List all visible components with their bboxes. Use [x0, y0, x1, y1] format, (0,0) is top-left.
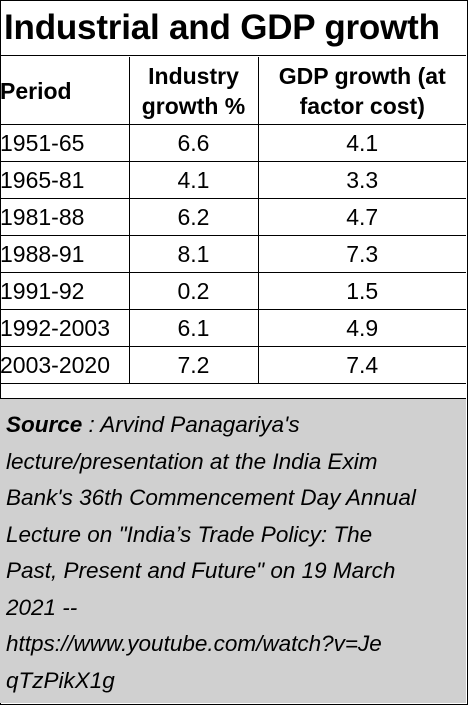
header-industry-line1: Industry: [148, 62, 239, 89]
source-line: Source : Arvind Panagariya's: [6, 407, 460, 444]
industry-growth-cell: 4.1: [128, 161, 259, 199]
source-line: Past, Present and Future" on 19 March: [6, 558, 396, 583]
source-text: : Arvind Panagariya's: [82, 412, 300, 437]
header-gdp-line1: GDP growth (at: [278, 62, 446, 89]
source-label: Source: [6, 412, 83, 437]
industry-growth-cell: 6.6: [128, 124, 259, 162]
source-url-line: qTzPikX1g: [6, 667, 115, 693]
growth-table: Period Industry growth % GDP growth (at …: [0, 57, 466, 384]
gdp-growth-cell: 7.4: [257, 346, 466, 384]
gdp-growth-cell: 4.7: [257, 198, 466, 236]
header-industry-growth: Industry growth %: [128, 57, 259, 125]
gdp-growth-cell: 1.5: [257, 272, 466, 310]
table-row: 1991-92 0.2 1.5: [0, 272, 466, 310]
source-line: Lecture on "India’s Trade Policy: The: [6, 521, 373, 547]
source-line: lecture/presentation at the India Exim: [6, 448, 378, 474]
table-row: 2003-2020 7.2 7.4: [0, 346, 466, 384]
industry-growth-cell: 0.2: [128, 272, 259, 310]
header-period: Period: [0, 57, 130, 125]
table-row: 1951-65 6.6 4.1: [0, 124, 466, 162]
period-cell: 1951-65: [0, 124, 130, 162]
header-row: Period Industry growth % GDP growth (at …: [0, 57, 466, 125]
header-industry-line2: growth %: [141, 92, 246, 119]
source-note: Source : Arvind Panagariya's lecture/pre…: [0, 398, 466, 703]
gdp-growth-cell: 4.9: [257, 309, 466, 347]
period-cell: 1981-88: [0, 198, 130, 236]
gdp-growth-cell: 7.3: [257, 235, 466, 273]
header-gdp-growth: GDP growth (at factor cost): [257, 57, 466, 125]
period-cell: 1991-92: [0, 272, 130, 310]
industry-growth-cell: 7.2: [128, 346, 259, 384]
period-cell: 2003-2020: [0, 346, 130, 384]
industry-growth-cell: 6.2: [128, 198, 259, 236]
table-row: 1988-91 8.1 7.3: [0, 235, 466, 273]
industry-growth-cell: 6.1: [128, 309, 259, 347]
table-title: Industrial and GDP growth: [0, 0, 466, 56]
industry-growth-cell: 8.1: [128, 235, 259, 273]
table-row: 1981-88 6.2 4.7: [0, 198, 466, 236]
period-cell: 1988-91: [0, 235, 130, 273]
gdp-growth-cell: 4.1: [257, 124, 466, 162]
gdp-growth-cell: 3.3: [257, 161, 466, 199]
table-row: 1965-81 4.1 3.3: [0, 161, 466, 199]
source-url-line: https://www.youtube.com/watch?v=Je: [6, 631, 382, 656]
table-row: 1992-2003 6.1 4.9: [0, 309, 466, 347]
period-cell: 1965-81: [0, 161, 130, 199]
period-cell: 1992-2003: [0, 309, 130, 347]
source-line: Bank's 36th Commencement Day Annual: [6, 485, 416, 510]
source-line: 2021 --: [6, 594, 78, 620]
header-gdp-line2: factor cost): [299, 92, 425, 119]
